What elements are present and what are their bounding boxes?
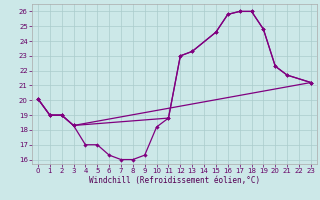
X-axis label: Windchill (Refroidissement éolien,°C): Windchill (Refroidissement éolien,°C) (89, 176, 260, 185)
